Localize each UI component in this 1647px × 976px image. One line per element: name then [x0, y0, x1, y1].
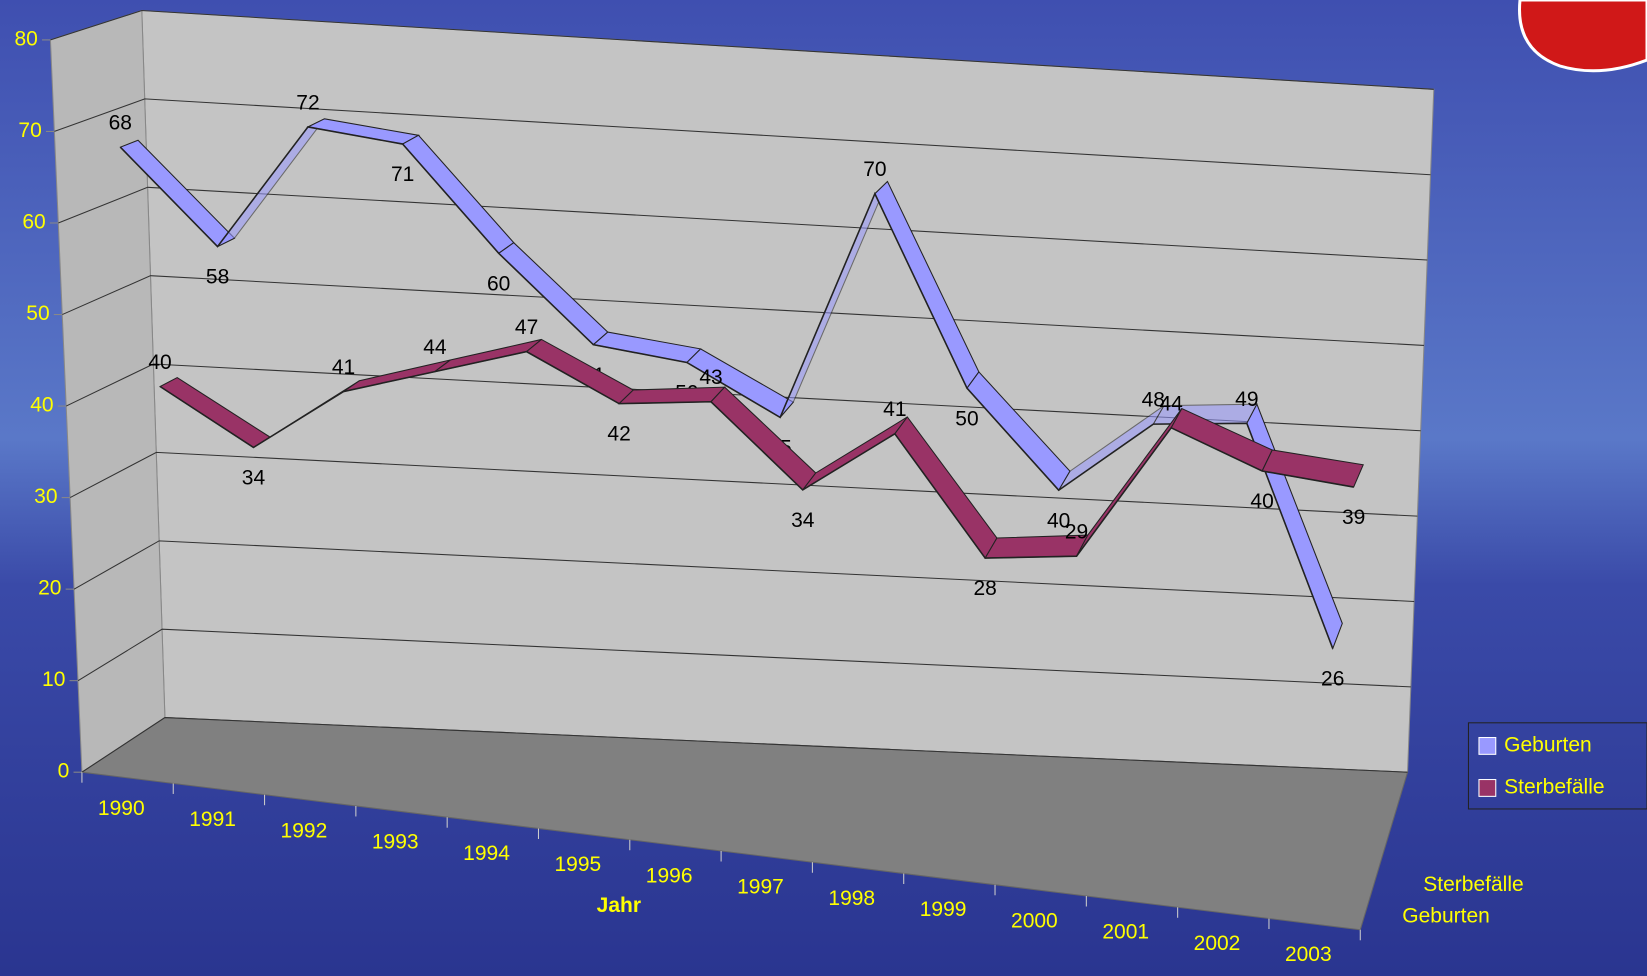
- data-label: 34: [242, 466, 266, 489]
- series-line: [159, 350, 1354, 559]
- data-label: 41: [883, 398, 906, 421]
- data-label: 44: [1159, 392, 1183, 415]
- y-tick-label: 50: [26, 302, 49, 325]
- data-label: 40: [1047, 509, 1070, 532]
- legend-swatch: [1478, 736, 1497, 755]
- grid-line: [69, 451, 1418, 517]
- data-label: 28: [973, 577, 996, 600]
- x-axis-label: Jahr: [597, 894, 641, 917]
- data-label: 71: [391, 163, 414, 186]
- plot: 0 10 20 30 40 50 60 70 80 1990 1991 1992 1993 1994 199…: [14, 9, 1647, 966]
- x-tick-label: 1994: [463, 842, 510, 865]
- grid-line: [54, 98, 1431, 176]
- legend-swatch: [1478, 779, 1497, 797]
- data-label: 40: [148, 351, 171, 374]
- x-tick-label: 1996: [646, 864, 693, 887]
- y-tick-label: 80: [14, 27, 37, 50]
- x-tick-label: 2000: [1011, 909, 1058, 932]
- data-label: 50: [955, 407, 978, 430]
- data-label: 40: [1250, 490, 1273, 513]
- data-label: 39: [1342, 506, 1365, 529]
- x-tick-label: 1999: [920, 898, 967, 921]
- data-label: 26: [1321, 668, 1344, 691]
- x-tick-label: 1995: [554, 853, 601, 876]
- legend: Geburten Sterbefälle: [1467, 722, 1647, 810]
- x-tick-label: 1992: [281, 819, 328, 842]
- grid-line: [58, 186, 1428, 261]
- x-tick-label: 2003: [1285, 943, 1332, 966]
- data-label: 70: [863, 158, 886, 181]
- data-label: 44: [423, 336, 447, 359]
- legend-box: [1467, 722, 1647, 810]
- data-label: 60: [487, 272, 510, 295]
- data-label: 42: [607, 423, 630, 446]
- x-tick-label: 1990: [98, 797, 145, 820]
- legend-label: Sterbefälle: [1504, 775, 1604, 798]
- x-tick-label: 1991: [189, 808, 236, 831]
- depth-label: Geburten: [1402, 905, 1490, 928]
- data-label: 68: [109, 112, 132, 135]
- data-label: 58: [206, 266, 229, 289]
- y-tick-label: 60: [22, 211, 45, 234]
- x-tick-label: 2002: [1194, 932, 1241, 955]
- x-tick-label: 1998: [828, 887, 875, 910]
- series-line: [119, 126, 1334, 649]
- grid-line: [81, 717, 1408, 773]
- y-tick-label: 20: [38, 577, 61, 600]
- y-tick-label: 70: [18, 119, 41, 142]
- grid-line: [62, 275, 1424, 346]
- data-label: 72: [296, 91, 319, 114]
- y-tick-label: 10: [42, 668, 65, 691]
- grid-line: [73, 540, 1415, 602]
- grid-line: [77, 628, 1411, 688]
- data-label: 29: [1065, 521, 1088, 544]
- y-tick-label: 30: [34, 485, 57, 508]
- data-label: 47: [515, 316, 538, 339]
- depth-label: Sterbefälle: [1423, 873, 1523, 896]
- x-tick-label: 1993: [372, 831, 419, 854]
- data-label: 48: [1142, 389, 1165, 412]
- x-tick-label: 2001: [1102, 921, 1149, 944]
- data-label: 34: [791, 509, 815, 532]
- grid-line: [50, 9, 1434, 90]
- data-label: 49: [1235, 388, 1258, 411]
- logo: [1518, 0, 1647, 73]
- y-tick-label: 40: [30, 394, 53, 417]
- legend-label: Geburten: [1504, 733, 1592, 756]
- data-label: 43: [699, 366, 722, 389]
- y-tick-label: 0: [58, 760, 70, 783]
- x-tick-label: 1997: [737, 876, 784, 899]
- data-label: 41: [332, 356, 355, 379]
